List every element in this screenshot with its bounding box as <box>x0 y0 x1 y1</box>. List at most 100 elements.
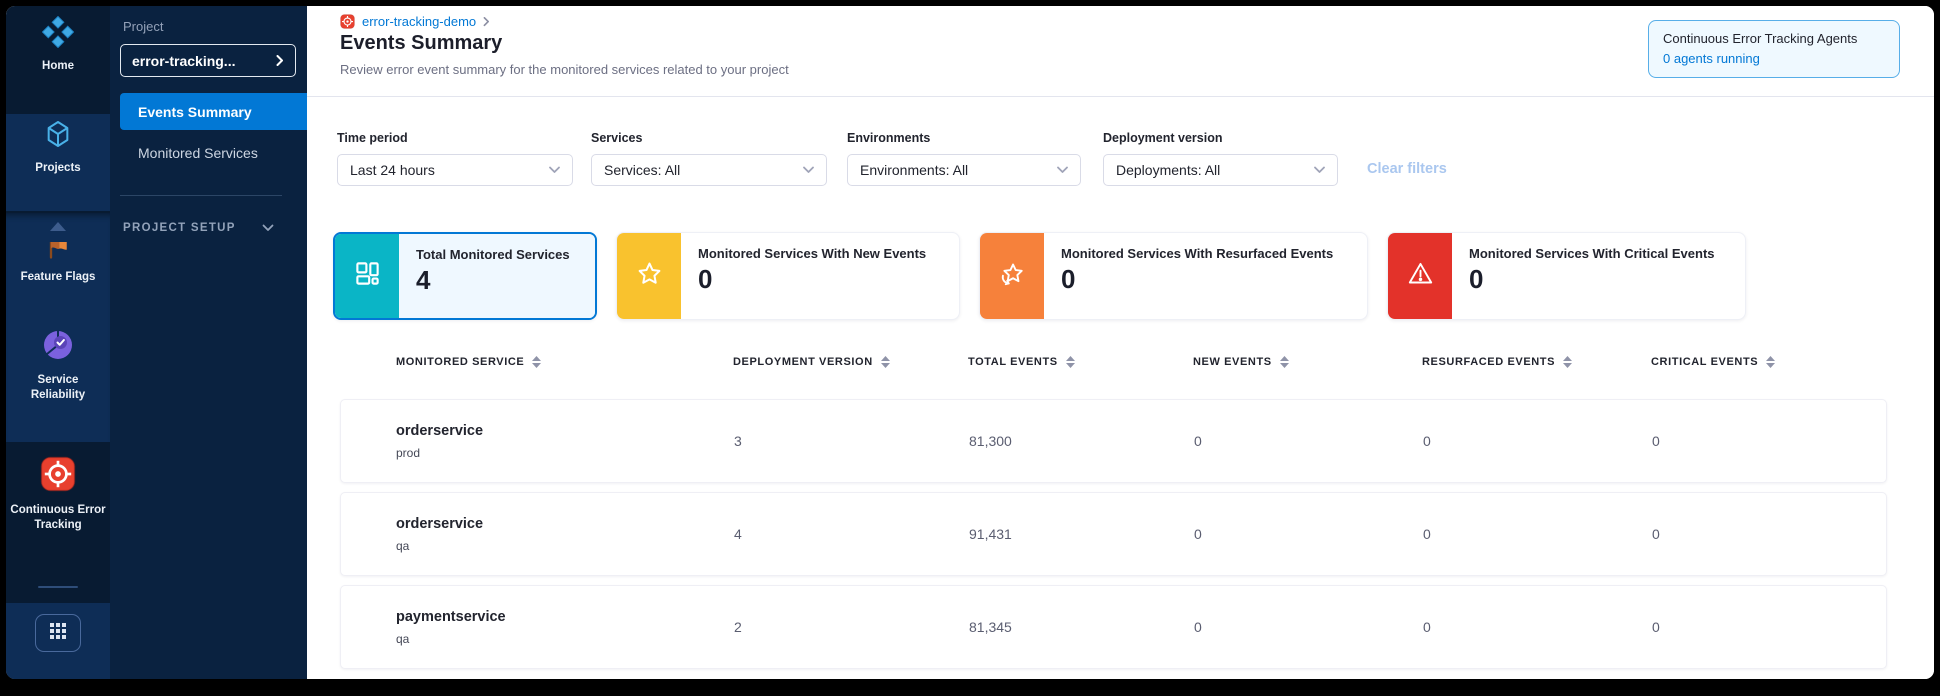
environments-select[interactable]: Environments: All <box>847 154 1081 186</box>
card-resurfaced-events[interactable]: Monitored Services With Resurfaced Event… <box>979 232 1368 320</box>
chevron-down-icon <box>262 224 274 231</box>
time-period-select[interactable]: Last 24 hours <box>337 154 573 186</box>
new-events-cell: 0 <box>1194 619 1202 635</box>
table-row[interactable]: orderservice prod 3 81,300 0 0 0 <box>340 399 1887 483</box>
deployment-version-cell: 4 <box>734 526 742 542</box>
panel-divider <box>120 195 282 196</box>
deployment-version-cell: 2 <box>734 619 742 635</box>
agents-box-title: Continuous Error Tracking Agents <box>1663 31 1858 46</box>
service-environment: qa <box>396 538 410 553</box>
feature-flags-icon <box>44 242 72 263</box>
sidebar-item-label: Feature Flags <box>20 271 96 283</box>
deployments-select[interactable]: Deployments: All <box>1103 154 1338 186</box>
filter-environments: Environments Environments: All <box>847 131 1081 186</box>
breadcrumb-project-link[interactable]: error-tracking-demo <box>362 14 477 29</box>
critical-events-cell: 0 <box>1652 433 1660 449</box>
select-value: Last 24 hours <box>350 162 435 178</box>
column-header-resurfaced-events[interactable]: RESURFACED EVENTS <box>1422 356 1651 368</box>
nav-item-events-summary[interactable]: Events Summary <box>120 93 307 130</box>
services-select[interactable]: Services: All <box>591 154 827 186</box>
sidebar-item-label: Continuous Error Tracking <box>10 504 106 531</box>
column-header-critical-events[interactable]: CRITICAL EVENTS <box>1651 356 1887 368</box>
card-total-monitored-services[interactable]: Total Monitored Services 4 <box>333 232 597 320</box>
header-divider <box>307 96 1934 97</box>
sidebar-divider <box>38 586 78 588</box>
sort-icon[interactable] <box>1065 356 1075 368</box>
filter-time-period: Time period Last 24 hours <box>337 131 573 186</box>
project-cet-icon <box>340 14 355 29</box>
module-sidebar: Home Projects Feat <box>6 6 110 679</box>
column-label: NEW EVENTS <box>1193 356 1272 368</box>
critical-events-cell: 0 <box>1652 526 1660 542</box>
sort-icon[interactable] <box>880 356 890 368</box>
nav-item-label: Monitored Services <box>138 145 258 161</box>
card-label: Monitored Services With New Events <box>698 246 927 261</box>
table-row[interactable]: orderservice qa 4 91,431 0 0 0 <box>340 492 1887 576</box>
select-value: Services: All <box>604 162 681 178</box>
all-modules-button[interactable] <box>35 614 81 652</box>
card-new-events[interactable]: Monitored Services With New Events 0 <box>616 232 960 320</box>
sort-icon[interactable] <box>1766 356 1776 368</box>
sort-icon[interactable] <box>1279 356 1289 368</box>
breadcrumb: error-tracking-demo <box>340 14 490 29</box>
deployment-version-cell: 3 <box>734 433 742 449</box>
modules-scroll-area <box>6 213 110 442</box>
column-header-deployment-version[interactable]: DEPLOYMENT VERSION <box>733 356 968 368</box>
table-row[interactable]: paymentservice qa 2 81,345 0 0 0 <box>340 585 1887 669</box>
column-label: DEPLOYMENT VERSION <box>733 356 873 368</box>
filter-deployment-version: Deployment version Deployments: All <box>1103 131 1338 186</box>
sidebar-item-home[interactable]: Home <box>6 15 110 74</box>
column-label: TOTAL EVENTS <box>968 356 1058 368</box>
resurfaced-events-cell: 0 <box>1423 433 1431 449</box>
agents-status-box: Continuous Error Tracking Agents 0 agent… <box>1648 20 1900 79</box>
sidebar-item-projects[interactable]: Projects <box>6 118 110 176</box>
card-critical-events[interactable]: Monitored Services With Critical Events … <box>1387 232 1746 320</box>
card-value: 0 <box>1469 264 1484 294</box>
column-label: CRITICAL EVENTS <box>1651 356 1759 368</box>
card-accent-strip <box>617 233 681 319</box>
critical-events-cell: 0 <box>1652 619 1660 635</box>
project-selector-value: error-tracking... <box>132 52 236 69</box>
filter-services: Services Services: All <box>591 131 827 186</box>
cube-icon <box>42 118 74 154</box>
page-title: Events Summary <box>340 32 503 54</box>
nav-item-label: Events Summary <box>138 103 252 120</box>
main-content: error-tracking-demo Events Summary Revie… <box>307 6 1934 679</box>
filter-label: Deployment version <box>1103 131 1223 145</box>
card-label: Monitored Services With Resurfaced Event… <box>1061 246 1334 261</box>
chevron-down-icon <box>1314 166 1325 173</box>
project-selector[interactable]: error-tracking... <box>120 44 296 77</box>
project-section-label: Project <box>123 19 164 34</box>
new-events-cell: 0 <box>1194 526 1202 542</box>
service-environment: qa <box>396 631 410 646</box>
table-body: orderservice prod 3 81,300 0 0 0 orderse… <box>340 399 1887 678</box>
select-value: Environments: All <box>860 162 969 178</box>
project-setup-toggle[interactable]: PROJECT SETUP <box>123 222 274 234</box>
dashboard-icon <box>354 260 381 292</box>
sort-icon[interactable] <box>532 356 542 368</box>
sidebar-item-continuous-error-tracking[interactable]: Continuous Error Tracking <box>6 456 110 532</box>
sort-icon[interactable] <box>1563 356 1573 368</box>
column-header-total-events[interactable]: TOTAL EVENTS <box>968 356 1193 368</box>
modules-scroll-up-button[interactable] <box>6 216 110 236</box>
sidebar-item-feature-flags[interactable]: Feature Flags <box>6 242 110 284</box>
column-header-monitored-service[interactable]: MONITORED SERVICE <box>340 356 733 368</box>
triangle-up-icon <box>50 221 66 231</box>
chevron-down-icon <box>803 166 814 173</box>
column-label: MONITORED SERVICE <box>396 356 525 368</box>
service-environment: prod <box>396 445 421 460</box>
column-header-new-events[interactable]: NEW EVENTS <box>1193 356 1422 368</box>
select-value: Deployments: All <box>1116 162 1221 178</box>
sidebar-item-label: Home <box>42 60 74 73</box>
resurfaced-events-cell: 0 <box>1423 619 1431 635</box>
app-window: Home Projects Feat <box>6 6 1934 679</box>
warning-triangle-icon <box>1407 260 1434 292</box>
agents-running-link[interactable]: 0 agents running <box>1663 51 1760 67</box>
sidebar-item-service-reliability[interactable]: Service Reliability <box>6 328 110 402</box>
service-name: orderservice <box>396 515 484 532</box>
sidebar-item-label: Service Reliability <box>30 374 86 401</box>
sidebar-footer-block <box>6 603 110 679</box>
clear-filters-button[interactable]: Clear filters <box>1367 161 1447 177</box>
nav-item-monitored-services[interactable]: Monitored Services <box>138 145 258 161</box>
table-header-row: MONITORED SERVICE DEPLOYMENT VERSION TOT… <box>340 356 1887 368</box>
